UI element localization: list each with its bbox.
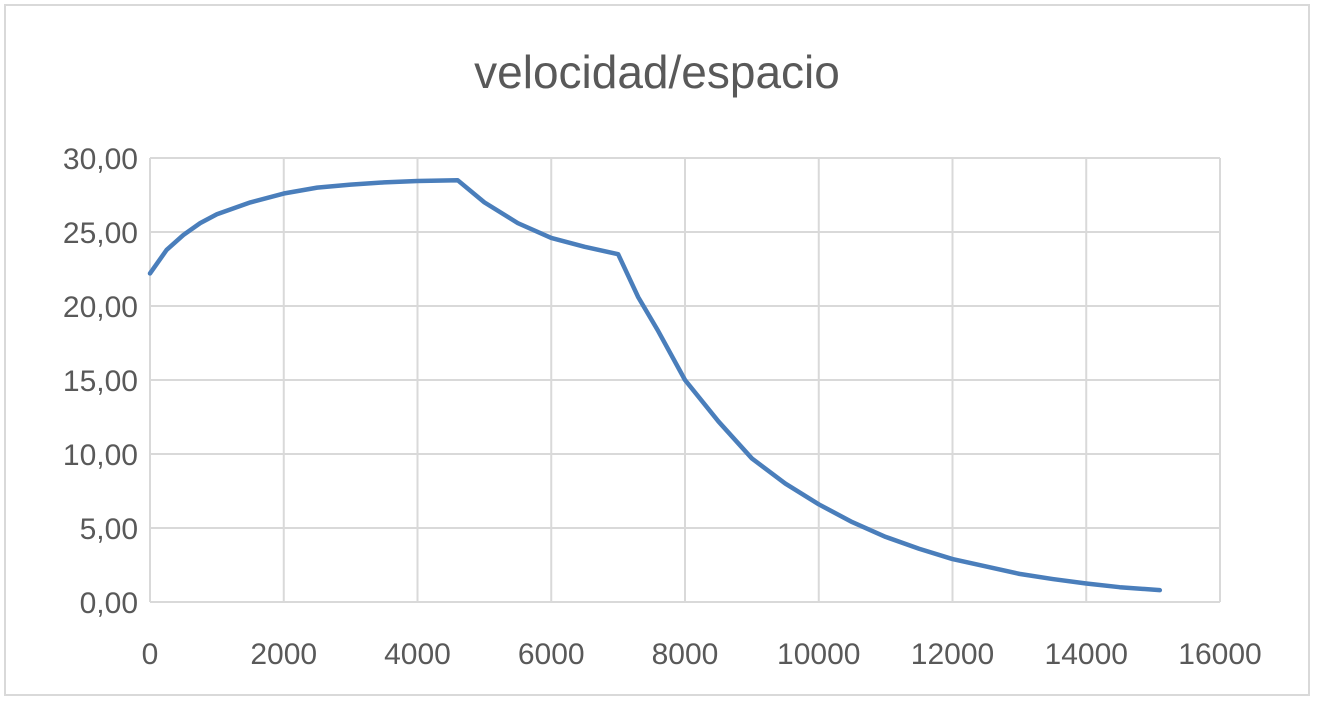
- x-tick-label: 12000: [911, 638, 994, 671]
- x-tick-label: 4000: [384, 638, 451, 671]
- chart-area: [4, 4, 1310, 696]
- y-tick-label: 10,00: [63, 439, 138, 472]
- tick-labels: 0,00 5,00 10,00 15,00 20,00 25,00 30,00 0 2000 40…: [63, 143, 1262, 671]
- y-tick-label: 30,00: [63, 143, 138, 176]
- y-tick-label: 0,00: [80, 587, 138, 620]
- x-tick-label: 14000: [1045, 638, 1128, 671]
- y-tick-label: 25,00: [63, 217, 138, 250]
- y-tick-label: 20,00: [63, 291, 138, 324]
- x-tick-label: 6000: [518, 638, 585, 671]
- y-tick-label: 15,00: [63, 365, 138, 398]
- x-tick-label: 10000: [777, 638, 860, 671]
- x-tick-label: 2000: [250, 638, 317, 671]
- gridlines: [149, 157, 1221, 602]
- x-tick-label: 0: [142, 638, 159, 671]
- y-tick-label: 5,00: [80, 513, 138, 546]
- x-tick-label: 8000: [652, 638, 719, 671]
- chart-title: velocidad/espacio: [474, 46, 840, 98]
- series-line: [147, 177, 1163, 593]
- x-tick-label: 16000: [1178, 638, 1261, 671]
- series-layer: [147, 177, 1163, 593]
